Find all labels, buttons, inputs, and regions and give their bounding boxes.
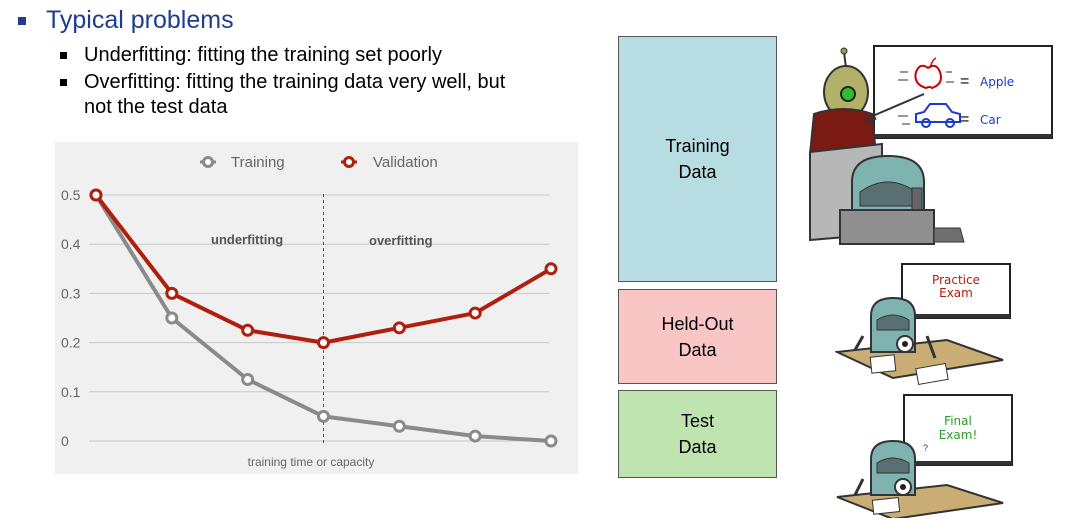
fitting-chart: 0.5 0.4 0.3 0.2 0.1 0 underfitting overfitting T… [55,142,578,474]
bullet-icon [60,52,67,59]
whiteboard [873,45,1053,139]
bullet-overfitting: Overfitting: fitting the training data v… [84,71,506,93]
practice-board-line1: Practice [932,273,980,287]
data-point-validation [317,336,330,350]
data-point-training [241,373,255,386]
apple-equals: = [960,73,969,90]
data-point-training [317,409,330,423]
practice-whiteboard [901,263,1011,319]
slide-heading: Typical problems [46,6,234,34]
heldout-data-box: Held-Out Data [618,289,777,384]
data-point-training [544,434,558,448]
practice-exam-illustration: Practice Exam [835,263,1011,386]
data-point-validation [468,306,482,320]
annotation-overfitting: overfitting [369,233,433,248]
y-tick-label: 0.3 [61,285,81,301]
heldout-data-label: Held-Out Data [661,313,734,360]
car-label: Car [980,113,1001,127]
final-exam-illustration: Final Exam! ? [836,394,1013,518]
legend-marker-validation [343,156,355,168]
bullet-underfitting: Underfitting: fitting the training set p… [84,44,442,66]
test-data-box: Test Data [618,390,777,478]
bullet-overfitting-continued: not the test data [84,96,228,118]
fitting-chart-svg: 0.5 0.4 0.3 0.2 0.1 0 underfitting overfitting T… [61,154,558,469]
teacher-robot-icon [808,47,878,155]
y-tick-label: 0.4 [61,236,81,252]
apple-drawing-icon [898,57,954,90]
final-board-line1: Final [944,414,972,428]
x-axis-label: training time or capacity [248,455,375,469]
heading-bullet-icon [18,17,26,25]
y-tick-label: 0.2 [61,335,81,351]
final-robot-icon: ? [853,439,928,496]
teacher-robot-illustration: = Apple = Car [808,45,1053,245]
pointer-stick [867,93,925,119]
y-tick-label: 0.1 [61,384,81,400]
data-point-training [165,311,179,325]
y-tick-label: 0.5 [61,187,81,203]
y-tick-label: 0 [61,433,69,449]
car-equals: = [960,111,969,128]
bullet-icon [60,79,67,86]
data-point-validation [241,323,255,337]
legend-label-training: Training [231,154,285,171]
data-point-validation [89,188,103,202]
practice-exam-paper [869,354,897,374]
student-robot-icon [839,154,965,245]
data-point-validation [544,262,558,276]
car-drawing-icon [898,103,961,128]
practice-board-line2: Exam [939,286,973,300]
apple-label: Apple [980,75,1014,89]
final-exam-paper [871,497,901,515]
svg-text:?: ? [923,443,928,453]
practice-book [915,362,949,386]
data-point-validation [392,321,406,335]
legend-label-validation: Validation [373,154,438,171]
practice-robot-icon [853,296,937,359]
final-desk [836,483,1004,518]
data-point-training [392,419,406,433]
test-data-label: Test Data [678,411,717,457]
data-point-validation [165,286,179,300]
training-data-box: Training Data [618,36,777,282]
training-data-label: Training Data [665,136,730,182]
final-board-line2: Exam! [939,428,978,442]
data-point-training [468,429,482,443]
legend-marker-training [202,156,214,168]
annotation-underfitting: underfitting [211,232,283,247]
